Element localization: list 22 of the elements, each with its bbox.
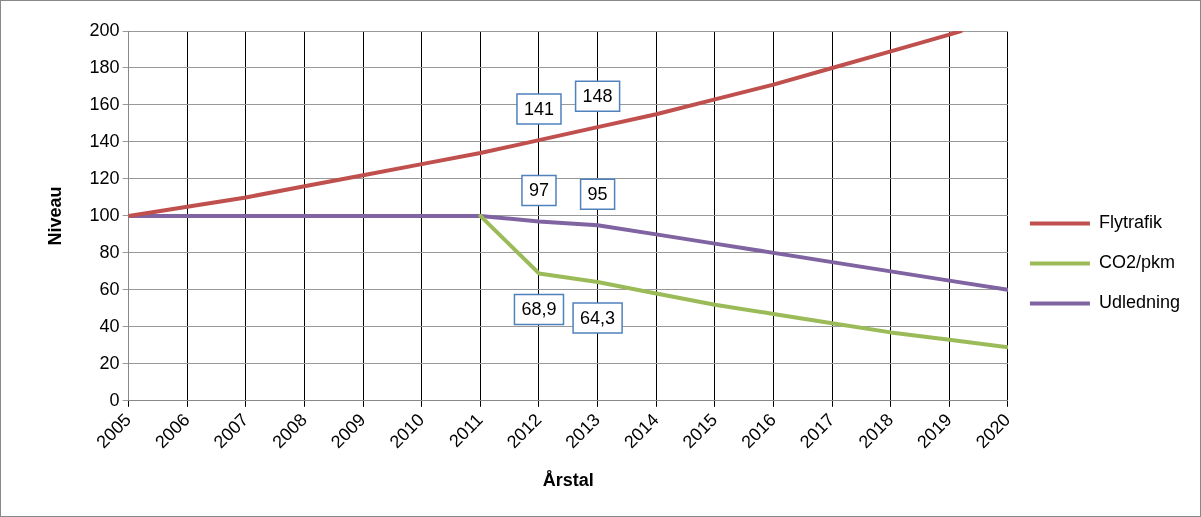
y-tick-label: 40 <box>99 315 120 336</box>
y-tick-label: 140 <box>89 130 120 151</box>
x-axis-title: Årstal <box>542 470 594 491</box>
legend-label: Udledning <box>1098 292 1180 313</box>
y-tick-label: 20 <box>99 352 120 373</box>
y-axis-title: Niveau <box>44 186 65 246</box>
data-label: 97 <box>528 180 549 201</box>
y-tick-label: 120 <box>89 167 120 188</box>
y-tick-label: 180 <box>89 56 120 77</box>
y-tick-label: 160 <box>89 93 120 114</box>
data-label: 68,9 <box>521 299 557 320</box>
y-tick-label: 80 <box>99 241 120 262</box>
data-label: 141 <box>523 99 554 120</box>
data-label: 95 <box>587 184 608 205</box>
legend-label: CO2/pkm <box>1098 252 1175 273</box>
y-tick-label: 200 <box>89 19 120 40</box>
data-label: 148 <box>582 86 613 107</box>
y-tick-label: 0 <box>109 389 120 410</box>
data-label: 64,3 <box>580 307 616 328</box>
legend-label: Flytrafik <box>1098 212 1163 233</box>
y-tick-label: 100 <box>89 204 120 225</box>
y-tick-label: 60 <box>99 278 120 299</box>
